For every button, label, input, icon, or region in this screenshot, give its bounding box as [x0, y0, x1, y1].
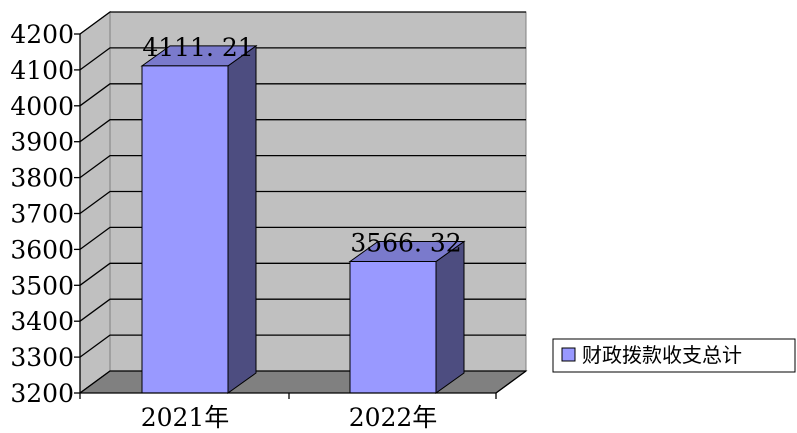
data-labels: 4111. 21 3566. 32	[142, 33, 461, 258]
bar-front	[141, 65, 229, 394]
y-tick-label: 3300	[10, 343, 74, 372]
legend-box	[552, 338, 796, 373]
y-tick-label: 4000	[10, 92, 74, 121]
y-tick-label: 4100	[10, 56, 74, 85]
gridline	[79, 47, 526, 71]
y-tick-label: 4200	[10, 20, 74, 49]
axes	[74, 33, 527, 399]
x-tick-labels: 2021年 2022年	[141, 403, 438, 432]
floor-edge	[495, 370, 527, 394]
gridlines	[79, 11, 526, 394]
gridline	[79, 154, 526, 179]
y-tick-label: 3500	[10, 271, 74, 300]
legend-label: 财政拨款收支总计	[582, 343, 742, 367]
y-tick-labels: 3200 3300 3400 3500 3600 3700 3800 3900 4000 4100…	[10, 20, 74, 408]
gridline	[79, 190, 526, 215]
data-label: 3566. 32	[350, 228, 461, 257]
y-tick-label: 3800	[10, 164, 74, 193]
bar-side	[435, 240, 465, 394]
y-tick-label: 3400	[10, 307, 74, 336]
bar-2	[348, 240, 466, 394]
gridline	[79, 11, 526, 35]
bar-front	[349, 260, 437, 394]
gridline	[79, 119, 526, 143]
legend: 财政拨款收支总计	[552, 338, 796, 373]
legend-swatch	[561, 347, 576, 362]
bars	[140, 44, 466, 394]
y-tick-label: 3700	[10, 200, 74, 229]
y-tick-label: 3200	[10, 379, 74, 408]
gridline	[79, 226, 526, 250]
bar-side	[227, 44, 257, 394]
data-label: 4111. 21	[142, 33, 253, 62]
bar-1	[140, 44, 258, 394]
x-tick-label: 2021年	[141, 403, 230, 432]
y-tick-label: 3900	[10, 128, 74, 157]
gridline	[79, 83, 526, 107]
y-tick-label: 3600	[10, 235, 74, 264]
x-tick-label: 2022年	[349, 403, 438, 432]
